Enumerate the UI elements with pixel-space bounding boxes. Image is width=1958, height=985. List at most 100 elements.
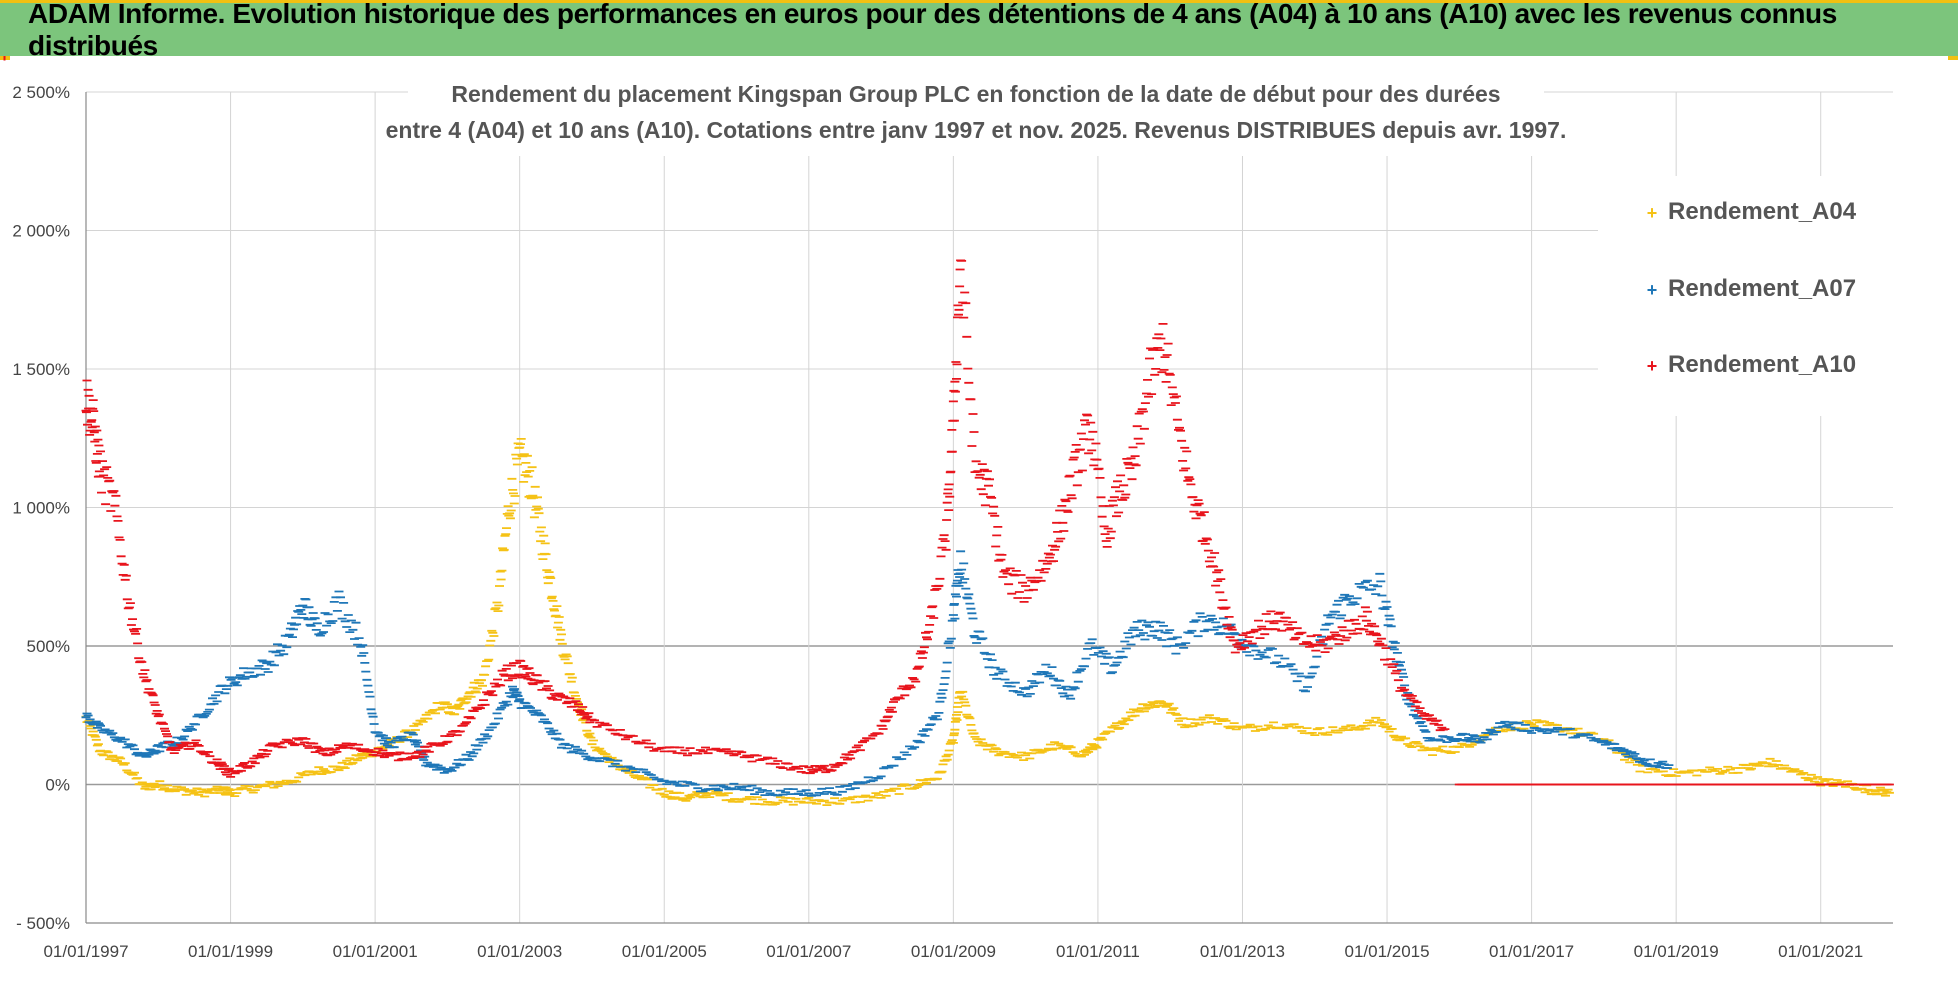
data-point <box>3 56 416 734</box>
data-point <box>3 56 444 746</box>
data-point <box>3 56 874 740</box>
data-point <box>3 56 591 758</box>
data-point <box>3 56 1322 731</box>
data-point <box>3 56 226 764</box>
data-point <box>3 56 868 784</box>
data-point <box>3 56 1846 783</box>
data-point <box>3 56 1247 729</box>
data-point <box>3 56 848 765</box>
data-point <box>3 56 1593 735</box>
data-point <box>3 56 829 802</box>
data-point <box>3 56 350 623</box>
data-point <box>3 56 427 722</box>
data-point <box>3 56 716 790</box>
data-point <box>3 56 1111 735</box>
data-point <box>3 56 1464 748</box>
data-point <box>3 56 1666 765</box>
data-point <box>3 56 111 506</box>
data-point <box>3 56 739 785</box>
data-point <box>3 56 1611 743</box>
data-point <box>3 56 1268 731</box>
data-point <box>3 56 1650 766</box>
data-point <box>3 56 336 773</box>
data-point <box>3 56 1503 786</box>
data-point <box>3 56 791 799</box>
data-point <box>3 56 845 765</box>
data-point <box>3 56 475 718</box>
data-point <box>3 56 91 719</box>
legend-background <box>1598 176 1898 416</box>
data-point <box>3 56 232 795</box>
data-point <box>3 56 385 737</box>
data-point <box>3 56 1413 745</box>
data-point <box>3 56 991 747</box>
data-point <box>3 56 690 787</box>
data-point <box>3 56 694 797</box>
data-point <box>3 56 306 611</box>
data-point <box>3 56 1428 727</box>
data-point <box>3 56 829 795</box>
data-point <box>3 56 447 744</box>
data-point <box>3 56 1832 781</box>
data-point <box>3 56 1024 757</box>
data-point <box>3 56 596 739</box>
data-point <box>3 56 479 755</box>
data-point <box>3 56 1060 744</box>
data-point <box>3 56 182 739</box>
data-point <box>3 56 671 798</box>
data-point <box>3 56 1853 783</box>
data-point <box>3 56 1360 729</box>
x-tick-label: 01/01/2005 <box>622 942 707 961</box>
data-point <box>3 56 881 794</box>
data-point <box>3 56 119 739</box>
data-point <box>3 56 852 787</box>
data-point <box>3 56 698 755</box>
data-point <box>3 56 1864 786</box>
data-point <box>3 56 472 760</box>
data-point <box>3 56 695 749</box>
data-point <box>3 56 1529 786</box>
data-point <box>3 56 840 800</box>
data-point <box>3 56 643 770</box>
data-point <box>3 56 454 715</box>
data-point <box>3 56 1813 782</box>
data-point <box>3 56 827 803</box>
data-point <box>3 56 689 800</box>
data-point <box>3 56 449 705</box>
data-point <box>3 56 169 730</box>
data-point <box>3 56 947 773</box>
data-point <box>3 56 191 796</box>
data-point <box>3 56 872 740</box>
data-point <box>3 56 437 766</box>
data-point <box>3 56 819 797</box>
data-point <box>3 56 160 788</box>
data-point <box>3 56 1484 743</box>
data-point <box>3 56 132 601</box>
chart-title-line1: Rendement du placement Kingspan Group PL… <box>451 81 1500 107</box>
data-point <box>3 56 118 734</box>
data-point <box>3 56 309 619</box>
data-point <box>3 56 788 769</box>
data-point <box>3 56 985 747</box>
chart-title-line2: entre 4 (A04) et 10 ans (A10). Cotations… <box>386 117 1567 143</box>
data-point <box>3 56 654 775</box>
data-point <box>3 56 1872 787</box>
data-point <box>3 56 1432 739</box>
data-point <box>3 56 754 798</box>
data-point <box>3 56 157 785</box>
data-point <box>3 56 859 753</box>
y-tick-label: 2 500% <box>12 83 70 102</box>
data-point <box>3 56 1485 786</box>
data-point <box>3 56 834 789</box>
data-point <box>3 56 1652 766</box>
data-point <box>3 56 775 795</box>
data-point <box>3 56 109 734</box>
data-point <box>3 56 382 734</box>
data-point <box>3 56 788 802</box>
data-point <box>3 56 232 793</box>
data-point <box>3 56 1889 792</box>
data-point <box>3 56 837 794</box>
data-point <box>3 56 606 753</box>
data-point <box>3 56 1743 774</box>
data-point <box>3 56 735 801</box>
